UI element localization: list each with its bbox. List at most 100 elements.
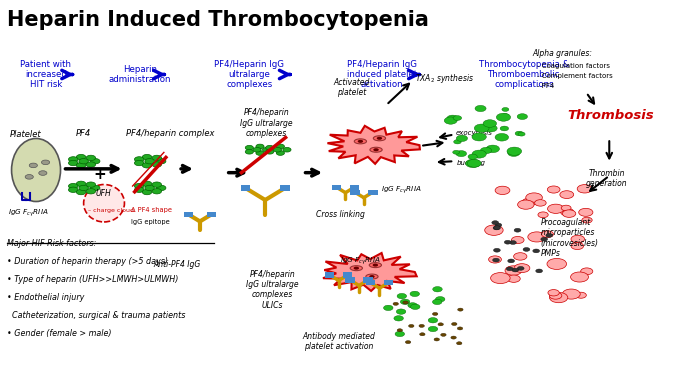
Circle shape (571, 243, 583, 249)
Circle shape (454, 140, 461, 144)
Circle shape (276, 144, 284, 149)
Circle shape (441, 333, 446, 337)
Circle shape (142, 181, 152, 186)
Circle shape (472, 150, 486, 158)
Circle shape (434, 338, 439, 341)
Circle shape (79, 159, 88, 164)
Text: - PF4: - PF4 (537, 83, 554, 89)
Circle shape (384, 305, 393, 311)
Circle shape (373, 264, 378, 267)
Circle shape (518, 132, 525, 136)
Circle shape (517, 114, 528, 120)
Bar (345, 277, 355, 283)
Circle shape (495, 186, 510, 194)
Circle shape (512, 268, 519, 272)
Text: Catheterization, surgical & trauma patients: Catheterization, surgical & trauma patie… (7, 311, 185, 320)
Circle shape (534, 200, 546, 206)
Bar (325, 272, 335, 278)
Circle shape (86, 182, 96, 187)
Text: • Type of heparin (UFH>>LMWH>ULMWH): • Type of heparin (UFH>>LMWH>ULMWH) (7, 275, 178, 284)
Circle shape (152, 155, 162, 160)
Text: Patient with
increased
HIT risk: Patient with increased HIT risk (20, 60, 71, 89)
Circle shape (495, 133, 509, 141)
Circle shape (69, 157, 78, 162)
Circle shape (447, 115, 458, 121)
Circle shape (562, 289, 580, 299)
Circle shape (135, 183, 144, 189)
Circle shape (135, 157, 144, 162)
Text: Heparin Induced Thrombocytopenia: Heparin Induced Thrombocytopenia (7, 10, 428, 29)
Circle shape (152, 162, 162, 167)
Text: Thrombosis: Thrombosis (568, 109, 654, 122)
Circle shape (523, 248, 530, 251)
Text: - Coagulation factors: - Coagulation factors (537, 63, 610, 69)
Circle shape (526, 193, 543, 202)
Circle shape (508, 150, 520, 157)
Circle shape (245, 146, 254, 150)
Text: PF4/heparin
IgG ultralarge
complexes
ULICs: PF4/heparin IgG ultralarge complexes ULI… (246, 270, 299, 310)
Circle shape (458, 308, 463, 311)
Bar (241, 185, 250, 191)
Text: Thrombocytopenia &
Thromboembolic
complications: Thrombocytopenia & Thromboembolic compli… (479, 60, 570, 89)
Circle shape (145, 159, 154, 164)
Circle shape (393, 302, 398, 305)
Circle shape (411, 304, 420, 309)
Circle shape (452, 322, 457, 325)
Circle shape (394, 316, 403, 321)
Circle shape (509, 241, 516, 244)
Circle shape (245, 149, 254, 154)
Polygon shape (328, 126, 420, 164)
Circle shape (517, 200, 534, 209)
Circle shape (514, 264, 530, 272)
Circle shape (466, 159, 481, 168)
Circle shape (262, 147, 271, 152)
Text: Antibody mediated
platelet activation: Antibody mediated platelet activation (303, 332, 375, 351)
Circle shape (547, 259, 566, 269)
Text: +: + (93, 167, 105, 182)
Circle shape (86, 189, 96, 194)
Circle shape (579, 208, 593, 216)
Circle shape (29, 163, 37, 168)
Circle shape (69, 183, 78, 189)
Text: Anti-PF4 IgG: Anti-PF4 IgG (153, 260, 200, 269)
Circle shape (546, 233, 553, 237)
Bar (366, 280, 375, 285)
Circle shape (373, 148, 379, 151)
Ellipse shape (354, 139, 367, 144)
Circle shape (494, 248, 500, 252)
Circle shape (456, 135, 468, 141)
Circle shape (480, 147, 492, 154)
Polygon shape (323, 253, 417, 291)
Ellipse shape (370, 147, 382, 152)
Circle shape (405, 341, 411, 344)
Circle shape (377, 137, 382, 140)
Circle shape (396, 309, 406, 314)
Ellipse shape (84, 185, 124, 222)
Text: PF4: PF4 (76, 129, 91, 138)
Circle shape (505, 266, 522, 275)
Text: UFH: UFH (96, 189, 112, 198)
Text: exocytosis: exocytosis (456, 130, 492, 136)
Circle shape (451, 336, 456, 339)
Circle shape (142, 189, 152, 195)
Circle shape (456, 151, 466, 157)
Ellipse shape (366, 274, 378, 279)
Text: IgG F$_{c\gamma}$RIIA: IgG F$_{c\gamma}$RIIA (340, 255, 381, 267)
Circle shape (428, 317, 438, 323)
Circle shape (453, 116, 462, 120)
Circle shape (438, 323, 443, 326)
Bar (384, 280, 393, 285)
Circle shape (435, 296, 445, 302)
Text: Heparin
administration: Heparin administration (109, 65, 171, 84)
Circle shape (135, 187, 144, 193)
Circle shape (428, 326, 438, 332)
Circle shape (571, 272, 588, 282)
Circle shape (156, 159, 166, 164)
Circle shape (444, 117, 457, 124)
Circle shape (522, 198, 536, 206)
Circle shape (90, 185, 100, 191)
Circle shape (514, 228, 521, 232)
Circle shape (76, 189, 86, 195)
Circle shape (410, 291, 420, 296)
Circle shape (486, 145, 500, 153)
